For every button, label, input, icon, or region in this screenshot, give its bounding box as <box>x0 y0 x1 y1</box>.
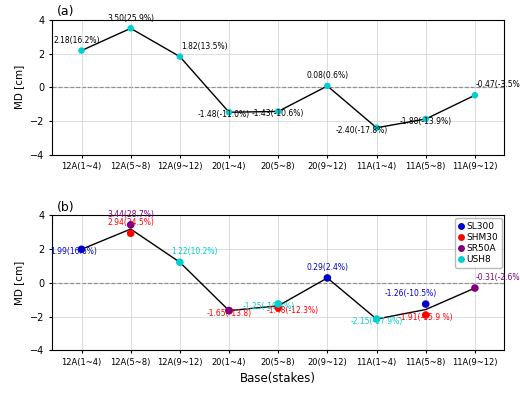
Point <box>323 275 332 281</box>
Point <box>176 259 184 265</box>
Point <box>126 25 135 31</box>
X-axis label: Base(stakes): Base(stakes) <box>240 373 316 385</box>
Point <box>274 108 282 115</box>
Point <box>422 301 430 307</box>
Text: -1.65(-13.8): -1.65(-13.8) <box>206 309 252 318</box>
Text: 2.18(16.2%): 2.18(16.2%) <box>54 36 100 45</box>
Point <box>422 312 430 318</box>
Point <box>471 92 479 98</box>
Text: 1.22(10.2%): 1.22(10.2%) <box>172 248 218 256</box>
Text: 0.08(0.6%): 0.08(0.6%) <box>306 71 348 80</box>
Point <box>323 83 332 89</box>
Point <box>372 125 381 131</box>
Text: 3.44(28.7%): 3.44(28.7%) <box>107 210 154 219</box>
Legend: SL300, SHM30, SR50A, USH8: SL300, SHM30, SR50A, USH8 <box>456 218 502 268</box>
Point <box>225 109 233 115</box>
Point <box>225 307 233 314</box>
Text: -1.48(-12.3%): -1.48(-12.3%) <box>267 306 319 315</box>
Text: (a): (a) <box>57 5 74 18</box>
Text: 2.94(24.5%): 2.94(24.5%) <box>107 219 154 227</box>
Text: -0.31(-2.6%): -0.31(-2.6%) <box>476 273 520 282</box>
Point <box>77 246 86 252</box>
Text: -1.48(-11.0%): -1.48(-11.0%) <box>198 110 250 119</box>
Text: 3.50(25.9%): 3.50(25.9%) <box>107 14 154 23</box>
Point <box>126 230 135 236</box>
Point <box>126 222 135 228</box>
Point <box>422 116 430 122</box>
Point <box>372 316 381 322</box>
Text: -1.91(-15.9 %): -1.91(-15.9 %) <box>398 313 453 322</box>
Text: 1.82(13.5%): 1.82(13.5%) <box>181 42 228 51</box>
Text: -1.26(-10.5%): -1.26(-10.5%) <box>385 289 437 298</box>
Text: 0.29(2.4%): 0.29(2.4%) <box>306 263 348 272</box>
Text: (b): (b) <box>57 201 74 214</box>
Y-axis label: MD [cm]: MD [cm] <box>15 261 24 305</box>
Point <box>274 304 282 311</box>
Point <box>274 301 282 307</box>
Y-axis label: MD [cm]: MD [cm] <box>15 65 24 109</box>
Text: -1.25(-10.5%): -1.25(-10.5%) <box>242 302 294 311</box>
Point <box>471 285 479 291</box>
Point <box>176 53 184 60</box>
Text: -0.47(-3.5%): -0.47(-3.5%) <box>476 80 520 89</box>
Text: -1.43(-10.6%): -1.43(-10.6%) <box>252 109 304 119</box>
Point <box>77 47 86 54</box>
Text: -2.15(-17.9%): -2.15(-17.9%) <box>350 317 402 326</box>
Text: 1.99(16.6%): 1.99(16.6%) <box>50 248 98 256</box>
Point <box>225 307 233 314</box>
Text: -1.88(-13.9%): -1.88(-13.9%) <box>400 117 452 126</box>
Text: -2.40(-17.8%): -2.40(-17.8%) <box>336 126 388 135</box>
